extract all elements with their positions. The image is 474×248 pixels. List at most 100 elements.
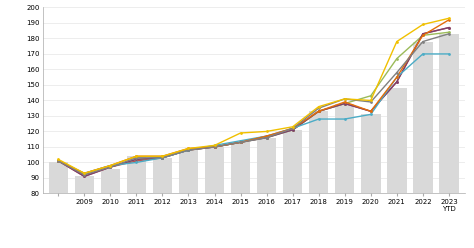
Denver [368,94,374,97]
Seattle [212,144,218,147]
Milwaukee [238,141,244,144]
Minneapolis [212,144,218,147]
Phoenix [446,18,452,21]
Bar [439,34,459,248]
Seattle [420,23,426,26]
Denver [55,159,61,162]
Bar [205,147,224,248]
Line: Seattle: Seattle [57,17,450,175]
Portland [316,107,321,110]
Seattle [160,155,165,158]
Chicago [55,159,61,162]
Portland [82,173,87,176]
Bar [283,130,302,248]
Denver [394,57,400,60]
Milwaukee [394,80,400,83]
Phoenix [160,155,165,158]
Seattle [134,155,139,158]
Phoenix [316,110,321,113]
Denver [82,173,87,176]
Bar [335,104,355,248]
Line: Minneapolis: Minneapolis [57,53,450,175]
Minneapolis [82,172,87,175]
Bar [127,156,146,248]
Minneapolis [394,76,400,79]
Phoenix [186,147,191,150]
Denver [134,158,139,161]
Denver [316,110,321,113]
Phoenix [264,135,269,138]
Seattle [186,147,191,150]
Bar [74,176,94,248]
Milwaukee [134,158,139,161]
Milwaukee [264,136,269,139]
Bar [309,111,328,248]
Seattle [446,17,452,20]
Phoenix [108,164,113,167]
Minneapolis [108,164,113,167]
Portland [394,71,400,74]
Line: Denver: Denver [57,31,450,176]
Milwaukee [160,156,165,159]
Chicago [108,166,113,169]
Phoenix [368,110,374,113]
Chicago [316,110,321,113]
Line: Chicago: Chicago [57,26,450,178]
Phoenix [82,172,87,175]
Minneapolis [186,149,191,152]
Denver [342,102,347,105]
Chicago [368,110,374,113]
Portland [212,145,218,148]
Seattle [238,131,244,134]
Portland [186,149,191,152]
Denver [446,31,452,34]
Portland [134,156,139,159]
Seattle [82,172,87,175]
Bar [413,41,433,248]
Milwaukee [290,128,295,131]
Minneapolis [316,118,321,121]
Minneapolis [238,139,244,142]
Phoenix [55,159,61,162]
Seattle [368,99,374,102]
Phoenix [134,155,139,158]
Chicago [290,128,295,131]
Milwaukee [342,102,347,105]
Chicago [238,141,244,144]
Phoenix [394,76,400,79]
Milwaukee [368,110,374,113]
Phoenix [290,127,295,130]
Chicago [134,159,139,162]
Phoenix [420,34,426,37]
Bar [100,169,120,248]
Phoenix [212,145,218,148]
Minneapolis [342,118,347,121]
Portland [368,100,374,103]
Portland [264,136,269,139]
Minneapolis [160,156,165,159]
Milwaukee [55,159,61,162]
Bar [361,114,381,248]
Minneapolis [264,135,269,138]
Chicago [394,80,400,83]
Portland [420,40,426,43]
Portland [238,141,244,144]
Denver [160,156,165,159]
Seattle [316,105,321,108]
Seattle [394,40,400,43]
Milwaukee [446,26,452,29]
Chicago [446,26,452,29]
Chicago [160,156,165,159]
Denver [420,34,426,37]
Denver [108,166,113,169]
Line: Phoenix: Phoenix [57,18,450,175]
Chicago [82,175,87,178]
Seattle [264,130,269,133]
Seattle [342,97,347,100]
Minneapolis [290,127,295,130]
Denver [186,149,191,152]
Bar [179,150,198,248]
Denver [290,128,295,131]
Portland [108,166,113,169]
Seattle [108,164,113,167]
